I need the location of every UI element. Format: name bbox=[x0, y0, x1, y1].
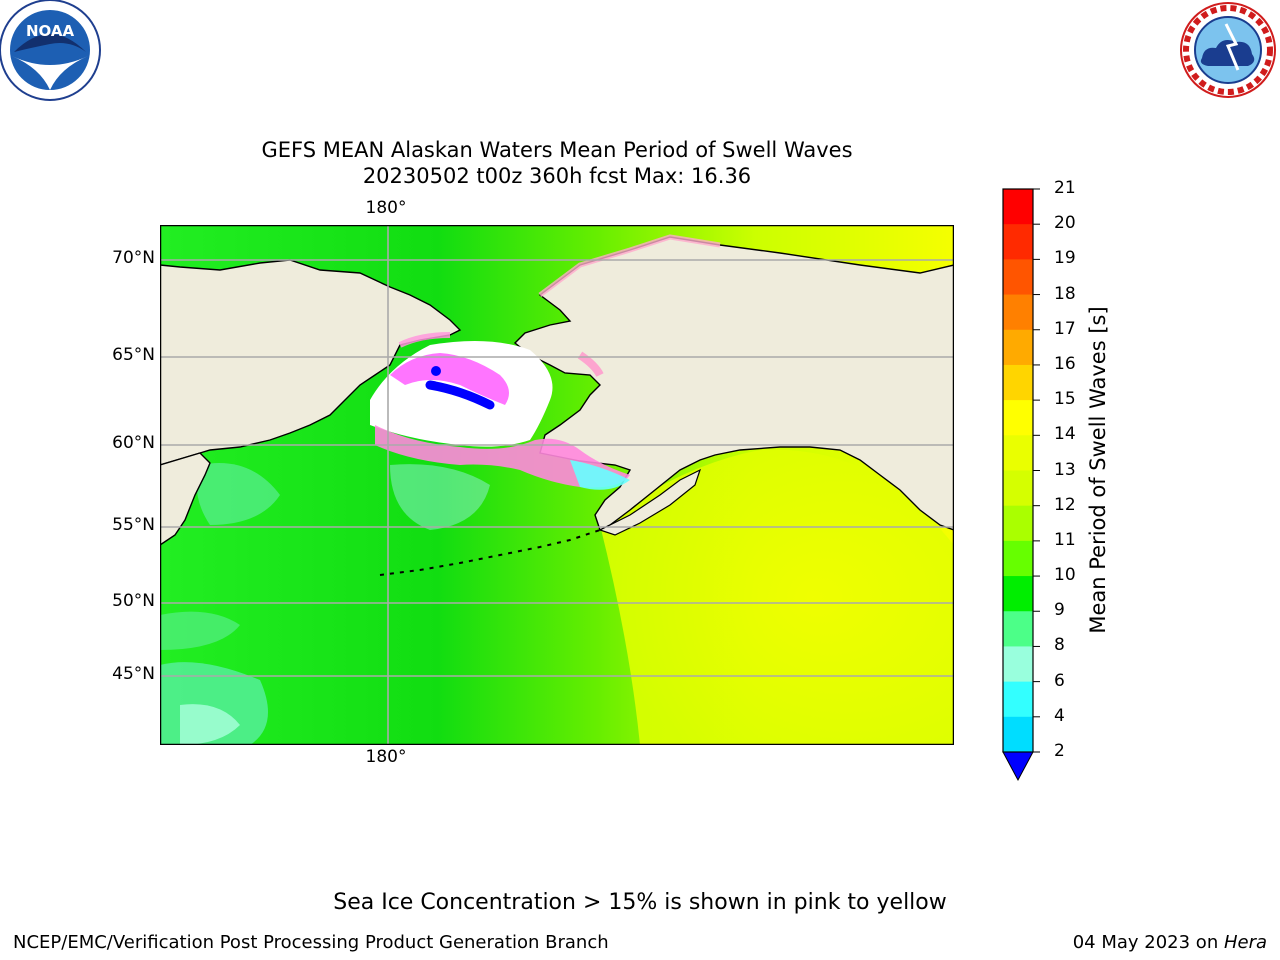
colorbar-band bbox=[1003, 681, 1033, 718]
svg-text:NOAA: NOAA bbox=[26, 22, 75, 40]
gulf-field bbox=[600, 449, 954, 745]
ice-coast-fringe bbox=[538, 234, 721, 297]
colorbar-band bbox=[1003, 189, 1033, 225]
swell-patch bbox=[390, 464, 490, 530]
colorbar-band bbox=[1003, 505, 1033, 542]
colorbar-tick-label: 12 bbox=[1054, 494, 1076, 515]
lat-label-45: 45°N bbox=[112, 664, 155, 684]
colorbar-tick-label: 14 bbox=[1054, 424, 1076, 445]
colorbar-band bbox=[1003, 400, 1033, 436]
colorbar-tick-label: 10 bbox=[1054, 565, 1076, 586]
colorbar-band bbox=[1003, 435, 1033, 471]
colorbar-ticks bbox=[1033, 188, 1040, 753]
ice-cyan bbox=[570, 460, 630, 490]
colorbar-band bbox=[1003, 576, 1033, 612]
colorbar-tick-label: 13 bbox=[1054, 459, 1076, 480]
colorbar-band bbox=[1003, 540, 1033, 577]
map-frame bbox=[160, 225, 954, 745]
colorbar-tick-label: 11 bbox=[1054, 529, 1076, 550]
colorbar-under-arrow bbox=[1002, 751, 1034, 782]
lat-label-65: 65°N bbox=[112, 345, 155, 365]
colorbar-tick-label: 21 bbox=[1054, 178, 1076, 198]
lon-label-bottom: 180° bbox=[365, 747, 407, 767]
swell-patch bbox=[180, 704, 240, 745]
colorbar-band bbox=[1003, 294, 1033, 331]
colorbar-tick-label: 9 bbox=[1054, 600, 1065, 621]
colorbar-tick-label: 15 bbox=[1054, 389, 1076, 410]
footer-date-text: 04 May 2023 on bbox=[1072, 932, 1224, 953]
footer-host: Hera bbox=[1223, 932, 1267, 953]
ice-low-period bbox=[425, 380, 495, 410]
ice-core bbox=[390, 353, 509, 405]
swell-patch bbox=[160, 611, 240, 650]
gridlines bbox=[160, 225, 954, 745]
colorbar bbox=[1002, 188, 1040, 782]
aleutian-islands bbox=[379, 529, 601, 576]
lat-label-70: 70°N bbox=[112, 248, 155, 268]
sea-ice-note: Sea Ice Concentration > 15% is shown in … bbox=[333, 890, 947, 915]
noaa-logo: NOAA bbox=[0, 0, 101, 101]
colorbar-tick-label: 8 bbox=[1054, 635, 1065, 656]
lat-label-60: 60°N bbox=[112, 433, 155, 453]
colorbar-tick-label: 20 bbox=[1054, 213, 1076, 234]
colorbar-tick-label: 16 bbox=[1054, 353, 1076, 374]
footer-date: 04 May 2023 on Hera bbox=[1073, 932, 1267, 953]
chart-title: GEFS MEAN Alaskan Waters Mean Period of … bbox=[261, 138, 853, 162]
lon-label-top: 180° bbox=[365, 198, 407, 218]
colorbar-tick-label: 17 bbox=[1054, 318, 1076, 339]
colorbar-label: Mean Period of Swell Waves [s] bbox=[1086, 306, 1110, 634]
colorbar-band bbox=[1003, 470, 1033, 507]
colorbar-tick-label: 18 bbox=[1054, 283, 1076, 304]
lat-label-55: 55°N bbox=[112, 515, 155, 535]
map-panel bbox=[160, 225, 954, 745]
colorbar-band bbox=[1003, 259, 1033, 296]
colorbar-band bbox=[1003, 329, 1033, 366]
colorbar-band bbox=[1003, 611, 1033, 647]
swell-patch bbox=[196, 463, 280, 525]
chart-subtitle: 20230502 t00z 360h fcst Max: 16.36 bbox=[362, 164, 752, 188]
lat-label-50: 50°N bbox=[112, 591, 155, 611]
colorbar-band bbox=[1003, 224, 1033, 260]
ice-coast-fringe bbox=[398, 332, 451, 348]
colorbar-band bbox=[1003, 716, 1033, 753]
colorbar-tick-label: 6 bbox=[1054, 670, 1065, 691]
land-peninsula bbox=[598, 468, 702, 536]
colorbar-tick-label: 4 bbox=[1054, 705, 1065, 726]
ice-margin bbox=[375, 425, 630, 488]
colorbar-band bbox=[1003, 646, 1033, 683]
colorbar-bands bbox=[1003, 189, 1033, 753]
colorbar-tick-label: 2 bbox=[1054, 741, 1065, 761]
colorbar-band bbox=[1003, 364, 1033, 401]
nws-logo bbox=[1180, 2, 1276, 98]
colorbar-tick-label: 19 bbox=[1054, 248, 1076, 269]
ice-low-period bbox=[431, 366, 441, 376]
land-kamchatka bbox=[160, 452, 211, 546]
footer-credit: NCEP/EMC/Verification Post Processing Pr… bbox=[13, 932, 609, 953]
